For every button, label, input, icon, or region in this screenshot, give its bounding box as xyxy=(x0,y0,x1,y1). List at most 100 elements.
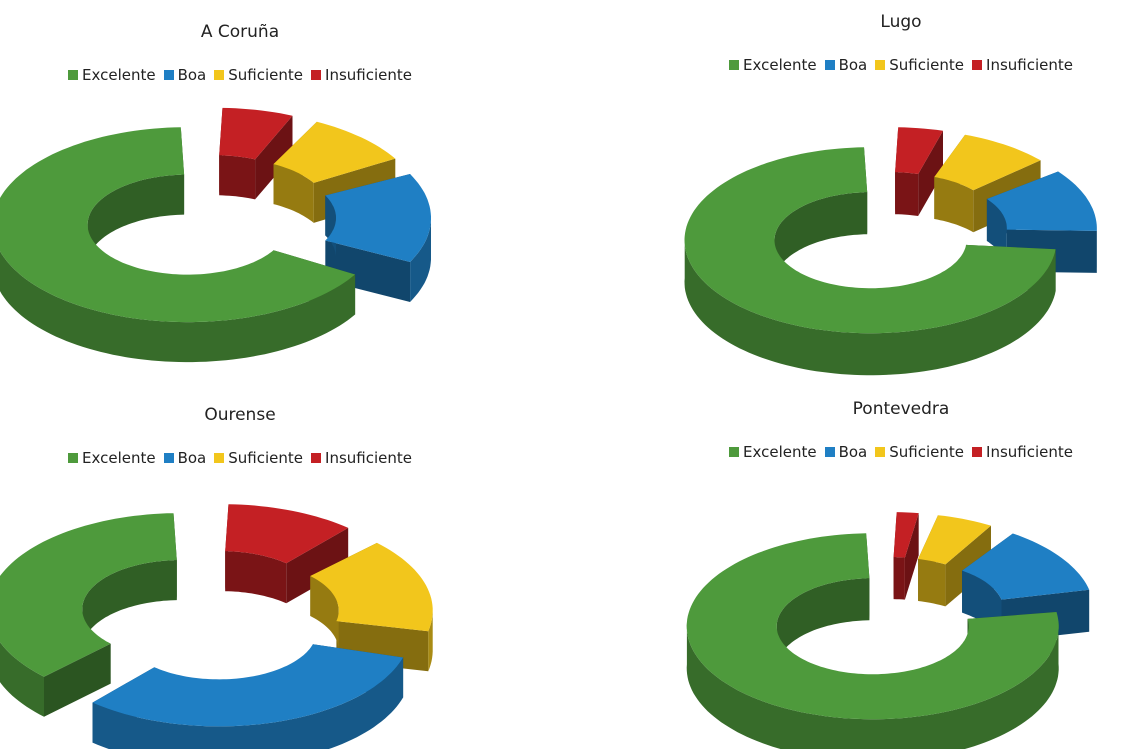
donut-slice-boa-end xyxy=(325,240,411,302)
donut-chart xyxy=(0,504,433,749)
legend-item-boa: Boa xyxy=(163,449,207,467)
legend-swatch xyxy=(729,447,739,457)
donut-chart xyxy=(686,512,1090,749)
legend-item-insuficiente: Insuficiente xyxy=(972,56,1073,74)
donut-slice-excelente-end xyxy=(44,643,111,717)
legend-label: Suficiente xyxy=(889,56,965,74)
donut-slice-excelente xyxy=(686,533,1059,720)
chart-panel-pontevedra: Pontevedra Excelente Boa Suficiente Insu… xyxy=(680,385,1122,749)
donut-slice-insuficiente xyxy=(893,512,919,558)
chart-legend: Excelente Boa Suficiente Insuficiente xyxy=(680,443,1122,461)
donut-slice-suficiente-side xyxy=(428,608,433,672)
legend-label: Insuficiente xyxy=(986,56,1073,74)
legend-label: Excelente xyxy=(743,443,817,461)
legend-swatch xyxy=(214,70,225,80)
chart-legend: Excelente Boa Suficiente Insuficiente xyxy=(680,56,1122,74)
donut-slice-boa xyxy=(986,171,1097,231)
donut-slice-excelente xyxy=(0,127,356,323)
donut-slice-suficiente xyxy=(273,121,396,183)
donut-slice-insuficiente-inner xyxy=(893,557,905,600)
donut-slice-insuficiente-end xyxy=(904,513,919,600)
legend-item-excelente: Excelente xyxy=(68,66,156,84)
donut-slice-insuficiente xyxy=(895,127,943,174)
legend-item-insuficiente: Insuficiente xyxy=(311,66,412,84)
legend-item-excelente: Excelente xyxy=(729,443,817,461)
donut-slice-boa xyxy=(325,174,431,262)
donut-slice-boa-side xyxy=(410,216,431,302)
donut-slice-excelente-side xyxy=(0,251,356,363)
donut-slice-boa xyxy=(962,533,1090,600)
donut-slice-insuficiente-end xyxy=(255,115,293,200)
legend-swatch xyxy=(824,60,835,70)
legend-label: Excelente xyxy=(82,66,156,84)
donut-chart xyxy=(684,127,1097,376)
donut-slice-insuficiente xyxy=(219,107,293,160)
donut-slice-suficiente xyxy=(918,515,991,565)
legend-swatch xyxy=(972,447,983,457)
donut-chart xyxy=(0,107,431,363)
legend-item-excelente: Excelente xyxy=(729,56,817,74)
legend-swatch xyxy=(311,70,322,80)
legend-swatch xyxy=(163,453,174,463)
legend-label: Insuficiente xyxy=(986,443,1073,461)
legend-item-suficiente: Suficiente xyxy=(875,443,964,461)
donut-slice-suficiente-inner xyxy=(273,164,314,223)
legend-swatch xyxy=(68,70,78,80)
legend-label: Insuficiente xyxy=(325,66,412,84)
donut-slice-insuficiente-end xyxy=(286,527,349,604)
legend-swatch xyxy=(824,447,835,457)
legend-item-boa: Boa xyxy=(824,443,868,461)
legend-item-suficiente: Suficiente xyxy=(214,66,303,84)
donut-slice-excelente xyxy=(684,147,1056,334)
legend-swatch xyxy=(68,453,78,463)
chart-title: Pontevedra xyxy=(852,399,950,419)
legend-swatch xyxy=(875,60,886,70)
chart-panel-ourense: Ourense Excelente Boa Suficiente Insufic… xyxy=(0,385,480,749)
chart-legend: Excelente Boa Suficiente Insuficiente xyxy=(0,449,480,467)
chart-legend: Excelente Boa Suficiente Insuficiente xyxy=(0,66,480,84)
legend-label: Boa xyxy=(177,449,207,467)
legend-label: Suficiente xyxy=(228,66,304,84)
donut-slice-suficiente-inner xyxy=(310,576,339,650)
donut-slice-insuficiente-inner xyxy=(895,172,919,216)
donut-slice-insuficiente xyxy=(225,504,349,564)
legend-label: Suficiente xyxy=(889,443,965,461)
chart-title: A Coruña xyxy=(200,22,280,42)
donut-slice-excelente-inner xyxy=(82,560,177,649)
donut-slice-boa xyxy=(92,644,404,727)
chart-panel-a-coruna: A Coruña Excelente Boa Suficiente Insufi… xyxy=(0,0,480,370)
legend-label: Boa xyxy=(177,66,207,84)
legend-label: Boa xyxy=(838,56,868,74)
donut-slice-excelente-inner xyxy=(776,578,870,668)
legend-item-suficiente: Suficiente xyxy=(875,56,964,74)
legend-swatch xyxy=(875,447,886,457)
legend-item-boa: Boa xyxy=(824,56,868,74)
donut-slice-suficiente xyxy=(934,134,1041,191)
donut-slice-excelente xyxy=(0,513,177,677)
legend-label: Suficiente xyxy=(228,449,304,467)
donut-slice-excelente-side xyxy=(0,642,44,717)
donut-slice-suficiente xyxy=(310,542,433,632)
donut-slice-suficiente-end xyxy=(945,525,991,607)
donut-slice-insuficiente-end xyxy=(918,130,943,216)
legend-item-insuficiente: Insuficiente xyxy=(972,443,1073,461)
donut-slice-insuficiente-inner xyxy=(225,551,287,604)
chart-panel-lugo: Lugo Excelente Boa Suficiente Insuficien… xyxy=(680,0,1122,376)
legend-label: Boa xyxy=(838,443,868,461)
chart-title: Ourense xyxy=(204,405,276,425)
legend-label: Excelente xyxy=(743,56,817,74)
donut-slice-excelente-side xyxy=(686,621,1059,749)
donut-slice-suficiente-inner xyxy=(934,177,974,233)
donut-slice-suficiente-inner xyxy=(918,559,946,607)
donut-slice-excelente-inner xyxy=(774,192,868,282)
legend-item-insuficiente: Insuficiente xyxy=(311,449,412,467)
donut-slice-excelente-side xyxy=(684,236,1056,376)
legend-swatch xyxy=(163,70,174,80)
legend-swatch xyxy=(729,60,739,70)
donut-slice-excelente-inner xyxy=(87,174,185,265)
legend-label: Excelente xyxy=(82,449,156,467)
legend-item-suficiente: Suficiente xyxy=(214,449,303,467)
legend-swatch xyxy=(214,453,225,463)
legend-label: Insuficiente xyxy=(325,449,412,467)
donut-slice-boa-side xyxy=(92,657,404,749)
